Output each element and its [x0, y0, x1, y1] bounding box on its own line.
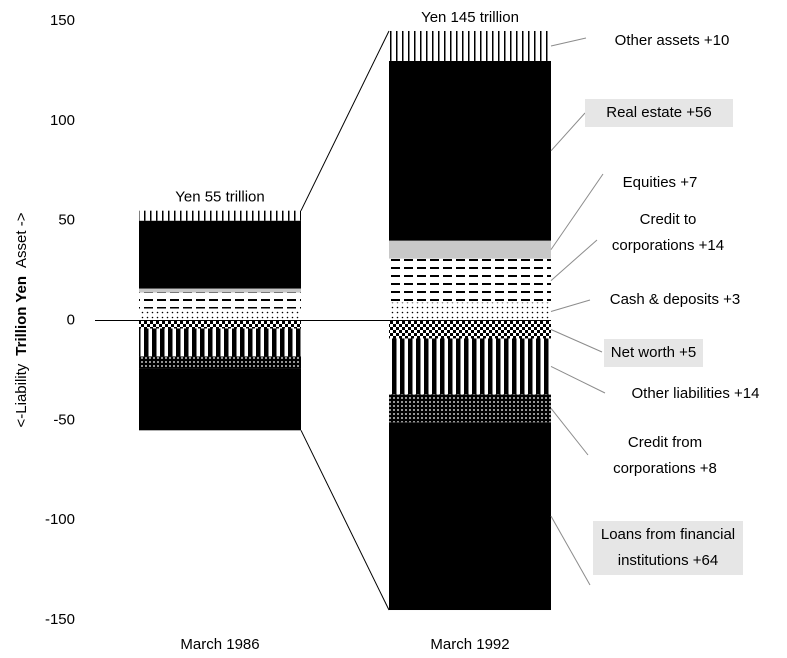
leader-line — [550, 365, 606, 394]
bar-segment — [139, 328, 301, 357]
leader-line — [550, 329, 603, 353]
leader-line — [550, 37, 587, 47]
series-label: Credit to corporations +14 — [611, 211, 725, 254]
x-tick-label: March 1986 — [180, 636, 259, 653]
y-axis-label: <-Liability Trillion Yen Asset -> — [13, 212, 30, 427]
bar-segment — [389, 338, 551, 395]
connector — [300, 430, 390, 611]
y-tick-label: -100 — [45, 511, 75, 528]
y-label-part: <-Liability — [13, 363, 30, 427]
leader-line — [550, 408, 589, 456]
leader-line — [550, 239, 598, 281]
series-label: Loans from financial institutions +64 — [593, 521, 743, 575]
series-label: Cash & deposits +3 — [609, 291, 741, 308]
x-tick-label: March 1992 — [430, 636, 509, 653]
bar-segment — [389, 30, 551, 61]
bar-segment — [389, 394, 551, 423]
y-tick-label: -150 — [45, 611, 75, 628]
total-label: Yen 145 trillion — [421, 9, 519, 26]
bar-segment — [139, 288, 301, 293]
bar-segment — [139, 292, 301, 309]
series-label: Equities +7 — [622, 174, 698, 191]
bar-segment — [389, 258, 551, 303]
bar-segment — [389, 302, 551, 321]
y-tick-label: 100 — [50, 112, 75, 129]
y-tick-label: 50 — [58, 212, 75, 229]
bar-segment — [389, 320, 551, 339]
y-label-part: Trillion Yen — [13, 276, 30, 356]
bar-segment — [139, 220, 301, 289]
leader-line — [550, 112, 586, 152]
leader-line — [550, 515, 591, 586]
y-tick-label: 150 — [50, 12, 75, 29]
series-label: Other liabilities +14 — [631, 385, 760, 402]
series-label: Real estate +56 — [585, 99, 733, 127]
connector — [300, 30, 390, 211]
bar-segment — [139, 210, 301, 221]
leader-line — [550, 173, 604, 250]
bar-segment — [389, 60, 551, 241]
series-label: Net worth +5 — [604, 339, 703, 367]
bar-segment — [139, 356, 301, 369]
series-label: Credit from corporations +8 — [613, 434, 717, 477]
series-label: Other assets +10 — [614, 32, 730, 49]
bar-segment — [389, 240, 551, 259]
bar-segment — [389, 422, 551, 611]
total-label: Yen 55 trillion — [175, 189, 265, 206]
leader-line — [550, 299, 591, 312]
y-tick-label: 0 — [67, 311, 75, 328]
y-tick-label: -50 — [53, 411, 75, 428]
bar-segment — [139, 368, 301, 431]
bar-segment — [139, 320, 301, 329]
bar-segment — [139, 308, 301, 321]
y-label-part: Asset -> — [13, 212, 30, 268]
